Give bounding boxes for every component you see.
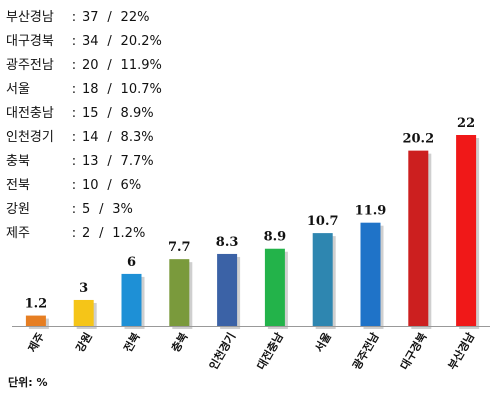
bar xyxy=(360,222,381,326)
stat-percent: 7.7% xyxy=(120,154,154,169)
bar xyxy=(264,248,285,326)
bar-value-label: 22 xyxy=(457,116,475,131)
stat-row: 부산경남:37 / 22% xyxy=(6,6,246,30)
category-label: 충북 xyxy=(168,330,190,355)
stat-slash: / xyxy=(107,82,112,97)
category-label: 광주전남 xyxy=(349,330,381,372)
stat-row: 전북:10 / 6% xyxy=(6,174,246,198)
bar xyxy=(121,273,142,326)
stat-slash: / xyxy=(107,10,112,25)
stat-region: 부산경남 xyxy=(6,10,54,25)
category-label: 인천경기 xyxy=(206,330,238,372)
stat-percent: 8.3% xyxy=(120,130,154,145)
category-label: 대전충남 xyxy=(254,330,286,372)
bar xyxy=(73,299,94,326)
bar xyxy=(169,259,190,326)
category-label: 대구경북 xyxy=(397,330,429,372)
stat-row: 강원:5 / 3% xyxy=(6,198,246,222)
stat-row: 제주:2 / 1.2% xyxy=(6,222,246,246)
bar xyxy=(312,233,333,326)
category-label: 강원 xyxy=(73,330,95,355)
stat-colon: : xyxy=(71,202,77,217)
stat-region: 전북 xyxy=(6,178,30,193)
stat-slash: / xyxy=(107,58,112,73)
bar xyxy=(217,253,238,326)
region-stats-list: 부산경남:37/22% 대구경북:34/20.2% 광주전남:20/11.9% 서울:… xyxy=(6,6,246,246)
bar-value-label: 3 xyxy=(79,281,88,296)
stat-slash: / xyxy=(107,34,112,49)
stat-count: 10 xyxy=(82,178,99,193)
stat-colon: : xyxy=(71,154,77,169)
stat-slash: / xyxy=(107,130,112,145)
bar-value-label: 10.7 xyxy=(307,214,339,229)
stat-slash: / xyxy=(99,202,104,217)
bar-value-label: 11.9 xyxy=(355,204,387,219)
stat-percent: 8.9% xyxy=(120,106,154,121)
category-label: 전북 xyxy=(120,330,142,355)
stat-colon: : xyxy=(71,178,77,193)
stat-slash: / xyxy=(107,178,112,193)
stat-colon: : xyxy=(71,34,77,49)
stat-percent: 10.7% xyxy=(120,82,162,97)
bar xyxy=(25,315,46,326)
stat-percent: 1.2% xyxy=(112,226,146,241)
stat-row: 광주전남:20 / 11.9% xyxy=(6,54,246,78)
stat-region: 대전충남 xyxy=(6,106,54,121)
bar-value-label: 7.7 xyxy=(168,240,191,255)
stat-region: 충북 xyxy=(6,154,30,169)
stat-colon: : xyxy=(71,58,77,73)
stat-count: 14 xyxy=(82,130,99,145)
stat-count: 18 xyxy=(82,82,99,97)
stat-percent: 3% xyxy=(112,202,133,217)
stat-row: 서울:18 / 10.7% xyxy=(6,78,246,102)
stat-colon: : xyxy=(71,10,77,25)
bar-value-label: 1.2 xyxy=(25,297,48,312)
category-label: 제주 xyxy=(25,330,47,355)
category-label: 부산경남 xyxy=(445,330,477,372)
bar-value-label: 6 xyxy=(127,255,136,270)
unit-label: 단위: % xyxy=(8,376,48,389)
stat-region: 대구경북 xyxy=(6,34,54,49)
stat-count: 37 xyxy=(82,10,99,25)
stat-row: 충북:13 / 7.7% xyxy=(6,150,246,174)
stat-count: 15 xyxy=(82,106,99,121)
stat-colon: : xyxy=(71,82,77,97)
stat-count: 2 xyxy=(82,226,91,241)
stat-region: 제주 xyxy=(6,226,30,241)
stat-percent: 22% xyxy=(120,10,150,25)
bar-value-label: 8.3 xyxy=(216,235,239,250)
stat-region: 강원 xyxy=(6,202,30,217)
stat-row: 대전충남:15 / 8.9% xyxy=(6,102,246,126)
stat-colon: : xyxy=(71,226,77,241)
stat-colon: : xyxy=(71,106,77,121)
stat-count: 13 xyxy=(82,154,99,169)
bar-value-label: 20.2 xyxy=(402,132,434,147)
stat-region: 서울 xyxy=(6,82,30,97)
stat-percent: 20.2% xyxy=(120,34,162,49)
stat-count: 5 xyxy=(82,202,91,217)
stat-count: 34 xyxy=(82,34,99,49)
stat-row: 인천경기:14 / 8.3% xyxy=(6,126,246,150)
stat-row: 대구경북:34 / 20.2% xyxy=(6,30,246,54)
stat-percent: 6% xyxy=(120,178,142,193)
stat-slash: / xyxy=(107,106,112,121)
bar xyxy=(408,150,429,326)
stat-percent: 11.9% xyxy=(120,58,162,73)
category-label: 서울 xyxy=(312,330,334,355)
stat-colon: : xyxy=(71,130,77,145)
stat-slash: / xyxy=(107,154,112,169)
bar-value-label: 8.9 xyxy=(264,230,287,245)
bar xyxy=(456,135,477,326)
stat-region: 인천경기 xyxy=(6,130,54,145)
stat-count: 20 xyxy=(82,58,99,73)
stat-region: 광주전남 xyxy=(6,58,54,73)
stat-slash: / xyxy=(99,226,104,241)
